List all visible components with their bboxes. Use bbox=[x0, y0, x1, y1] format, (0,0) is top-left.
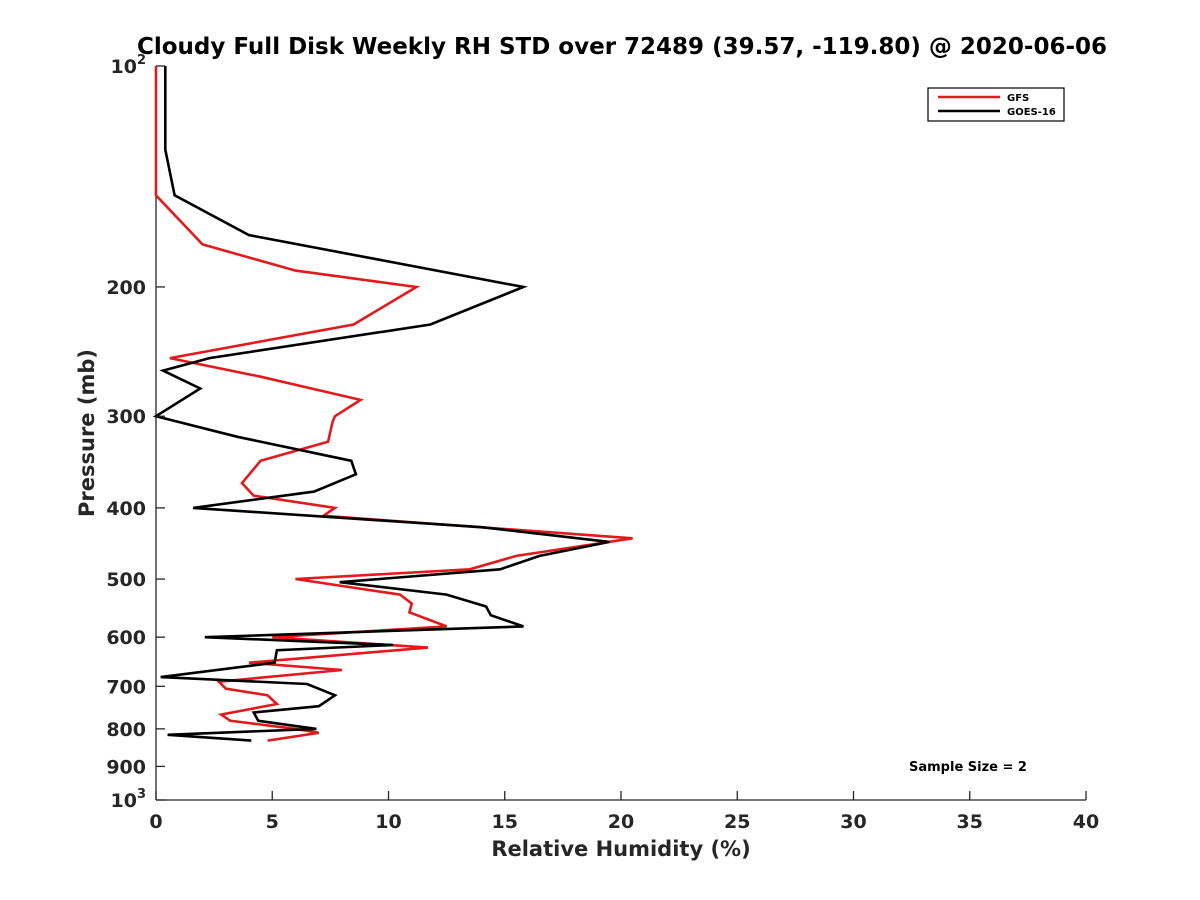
sample-size-annotation: Sample Size = 2 bbox=[909, 760, 1027, 775]
chart-title: Cloudy Full Disk Weekly RH STD over 7248… bbox=[137, 34, 1107, 60]
y-tick-label: 500 bbox=[106, 569, 146, 591]
y-tick-label: 400 bbox=[106, 498, 146, 520]
x-tick-label: 25 bbox=[724, 811, 750, 833]
y-tick-label: 200 bbox=[106, 277, 146, 299]
x-tick-label: 40 bbox=[1073, 811, 1099, 833]
y-tick-label: 700 bbox=[106, 676, 146, 698]
legend-label: GFS bbox=[1007, 93, 1029, 104]
x-axis-label: Relative Humidity (%) bbox=[491, 837, 750, 861]
y-axis-ticks: 102 200 300 400 500 600 700 800 900 103 bbox=[106, 53, 165, 812]
y-tick-label: 102 bbox=[111, 53, 147, 78]
series-line-gfs bbox=[154, 66, 633, 742]
y-tick-label: 103 bbox=[111, 787, 147, 812]
x-tick-label: 15 bbox=[492, 811, 518, 833]
x-tick-label: 10 bbox=[375, 811, 401, 833]
legend-label: GOES-16 bbox=[1007, 107, 1056, 118]
series-layer bbox=[152, 66, 633, 742]
legend: GFS GOES-16 bbox=[927, 87, 1065, 122]
y-tick-label: 600 bbox=[106, 627, 146, 649]
y-tick-label: 300 bbox=[106, 406, 146, 428]
y-tick-label: 800 bbox=[106, 719, 146, 741]
x-tick-label: 30 bbox=[840, 811, 866, 833]
y-tick-label: 900 bbox=[106, 756, 146, 778]
x-tick-label: 35 bbox=[957, 811, 983, 833]
x-tick-label: 0 bbox=[149, 811, 162, 833]
series-line-goes-16 bbox=[152, 66, 610, 742]
y-axis-label: Pressure (mb) bbox=[75, 349, 99, 517]
legend-box bbox=[927, 87, 1065, 122]
x-tick-label: 20 bbox=[608, 811, 634, 833]
x-axis-ticks: 0 5 10 15 20 25 30 35 40 bbox=[149, 791, 1099, 833]
x-tick-label: 5 bbox=[266, 811, 279, 833]
